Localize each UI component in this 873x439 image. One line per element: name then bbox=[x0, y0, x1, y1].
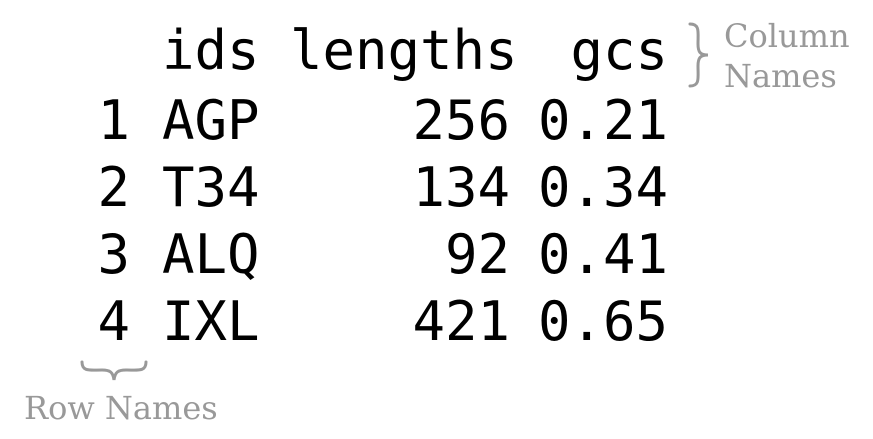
cell-lengths: 134 bbox=[412, 156, 510, 219]
row-name: 4 bbox=[97, 290, 130, 353]
column-names-label-line2: Names bbox=[724, 57, 837, 95]
cell-lengths: 92 bbox=[444, 223, 510, 286]
cell-gcs: 0.21 bbox=[537, 89, 668, 152]
row-name: 3 bbox=[97, 223, 130, 286]
cell-gcs: 0.65 bbox=[537, 290, 668, 353]
column-names-label-line1: Column bbox=[724, 17, 850, 55]
column-header-ids: ids bbox=[162, 19, 260, 82]
cell-ids: T34 bbox=[162, 156, 260, 219]
column-header-gcs: gcs bbox=[570, 19, 668, 82]
cell-gcs: 0.34 bbox=[537, 156, 668, 219]
cell-ids: ALQ bbox=[162, 223, 260, 286]
row-name: 1 bbox=[97, 89, 130, 152]
cell-gcs: 0.41 bbox=[537, 223, 668, 286]
cell-ids: AGP bbox=[162, 89, 260, 152]
cell-ids: IXL bbox=[162, 290, 260, 353]
cell-lengths: 421 bbox=[412, 290, 510, 353]
column-header-lengths: lengths bbox=[290, 19, 518, 82]
cell-lengths: 256 bbox=[412, 89, 510, 152]
row-name: 2 bbox=[97, 156, 130, 219]
column-names-brace-icon bbox=[688, 22, 709, 88]
row-names-brace-icon bbox=[80, 360, 148, 381]
row-names-label: Row Names bbox=[24, 389, 218, 427]
